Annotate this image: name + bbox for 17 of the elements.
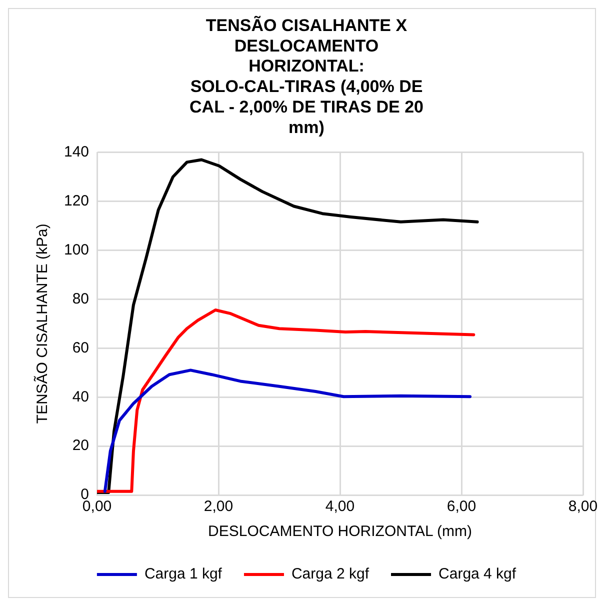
y-tick-label: 140: [64, 144, 90, 161]
y-tick-label: 120: [64, 192, 90, 210]
y-tick-label: 40: [72, 388, 90, 406]
y-tick-label: 60: [72, 339, 90, 356]
x-axis-title: DESLOCAMENTO HORIZONTAL (mm): [208, 523, 472, 540]
legend-label: Carga 1 kgf: [144, 566, 223, 583]
x-tick-label: 4,00: [325, 498, 355, 516]
legend-label: Carga 2 kgf: [291, 566, 370, 583]
x-tick-label: 6,00: [446, 498, 476, 516]
y-axis-title: TENSÃO CISALHANTE (kPa): [33, 224, 52, 424]
x-tick-label: 8,00: [568, 498, 598, 516]
legend-label: Carga 4 kgf: [438, 566, 517, 583]
y-tick-label: 80: [72, 290, 90, 308]
y-tick-label: 100: [64, 241, 90, 258]
y-tick-label: 20: [72, 437, 90, 454]
x-tick-label: 2,00: [204, 498, 234, 516]
chart-title: TENSÃO CISALHANTE X DESLOCAMENTO HORIZONTAL: SOLO-CAL-TIRAS (4,00% DE CAL - 2,00% DE TIRAS DE 20 mm): [190, 14, 424, 137]
